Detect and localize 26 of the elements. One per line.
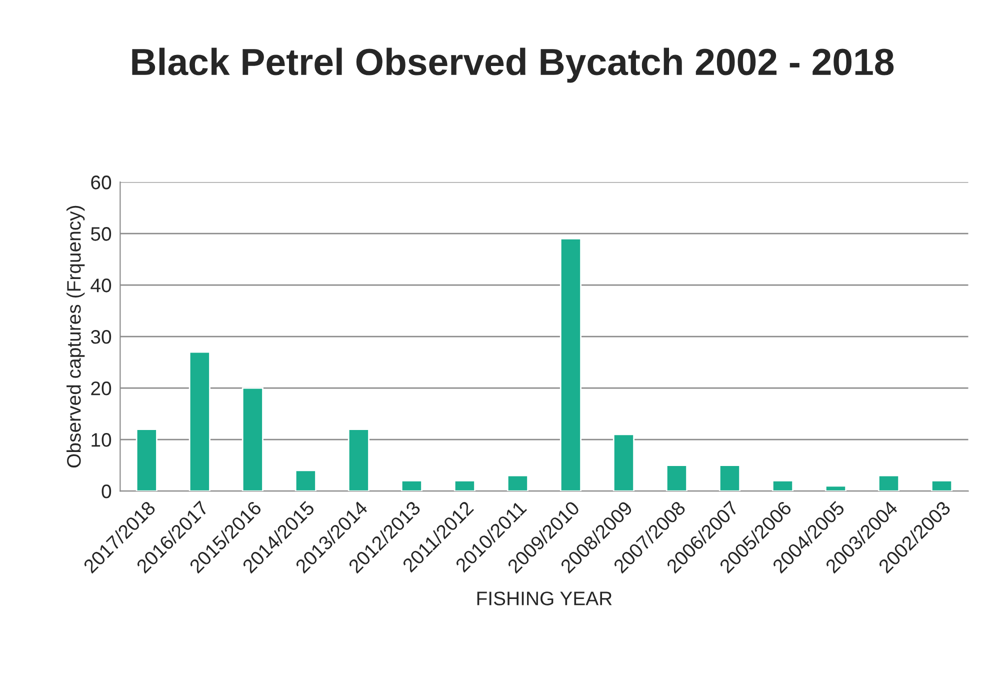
y-tick-label: 60 — [91, 176, 112, 190]
bar — [878, 474, 900, 492]
bar — [188, 351, 210, 492]
y-tick-label: 20 — [91, 382, 112, 396]
bar — [666, 464, 688, 492]
y-tick-label: 0 — [102, 484, 112, 498]
bar — [930, 480, 953, 492]
chart-title: Black Petrel Observed Bycatch 2002 - 2018 — [132, 48, 894, 83]
y-tick-label: 40 — [90, 278, 112, 292]
bar — [612, 434, 634, 492]
bar — [348, 428, 370, 492]
y-axis-title: Observed captures (Frquency) — [66, 206, 85, 468]
bar — [454, 480, 476, 492]
bar — [294, 470, 316, 492]
bar — [242, 387, 264, 492]
y-tick-label: 10 — [92, 433, 112, 447]
bar — [400, 480, 422, 492]
bar — [718, 464, 740, 492]
bar — [824, 485, 847, 492]
x-axis-title: FISHING YEAR — [477, 592, 612, 606]
bar — [772, 480, 794, 492]
bar — [506, 474, 528, 492]
bar — [560, 238, 582, 492]
y-tick-label: 50 — [90, 227, 112, 241]
y-tick-label: 30 — [90, 330, 112, 344]
bar — [136, 428, 158, 492]
